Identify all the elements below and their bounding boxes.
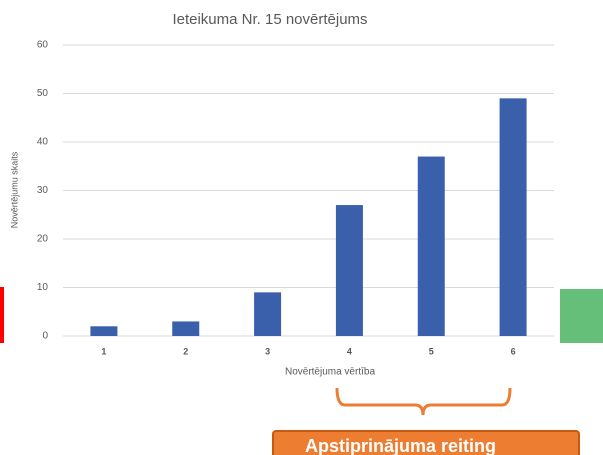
- x-tick-label: 6: [511, 346, 516, 356]
- x-tick-label: 1: [101, 346, 106, 356]
- x-tick-label: 2: [183, 346, 188, 356]
- bracket: [335, 387, 512, 416]
- bar: [335, 205, 363, 336]
- bar: [417, 156, 445, 336]
- y-tick-label: 20: [37, 234, 49, 245]
- x-tick-label: 5: [429, 346, 434, 356]
- annotation-label: Apstiprinājuma reiting: [305, 436, 496, 455]
- x-axis-label: Novērtējuma vērtība: [285, 367, 375, 378]
- y-tick-label: 10: [37, 282, 49, 293]
- y-tick-label: 40: [37, 137, 49, 148]
- y-tick-label: 60: [37, 40, 49, 51]
- red-marker: [0, 287, 4, 343]
- green-marker: [560, 289, 603, 343]
- y-tick-label: 30: [37, 185, 49, 196]
- annotation-background: [272, 430, 580, 455]
- bar: [499, 98, 527, 336]
- chart-title: Ieteikuma Nr. 15 novērtējums: [172, 11, 367, 28]
- bar: [172, 321, 200, 336]
- x-tick-label: 4: [347, 346, 352, 356]
- y-tick-label: 50: [37, 88, 49, 99]
- x-tick-label: 3: [265, 346, 270, 356]
- bar: [90, 326, 118, 336]
- y-tick-label: 0: [42, 331, 48, 342]
- annotation-box: Apstiprinājuma reiting: [272, 430, 580, 455]
- bar: [254, 292, 282, 336]
- y-axis-label: Novērtējumu skaits: [9, 151, 19, 228]
